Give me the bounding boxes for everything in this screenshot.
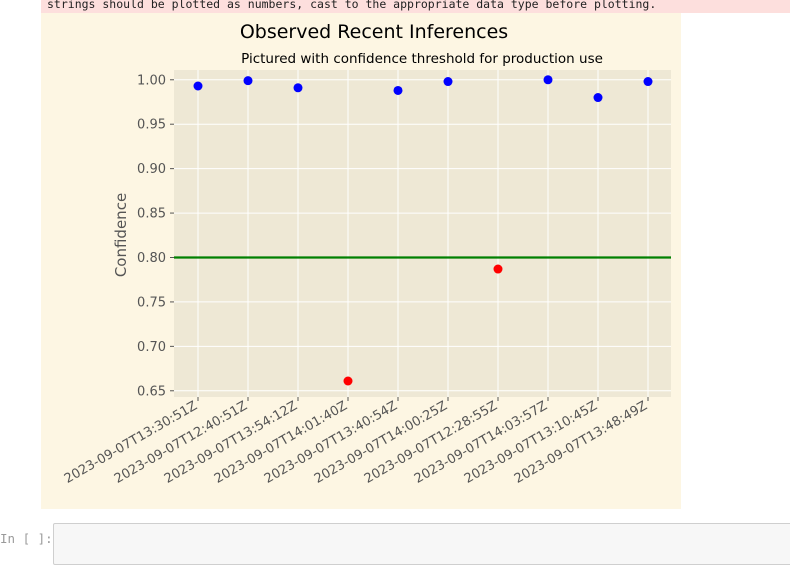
y-tick-label: 0.85 [137, 207, 166, 222]
grid-lines [174, 70, 671, 397]
y-tick-label: 0.80 [137, 251, 166, 266]
x-tick-labels: 2023-09-07T13:30:51Z2023-09-07T12:40:51Z… [62, 397, 650, 487]
data-point [343, 376, 353, 386]
y-tick-label: 0.95 [137, 118, 166, 133]
cell-output-area: 0.65 0.70 0.75 0.80 0.85 0.90 0.95 1.00 2023-09… [41, 13, 681, 509]
y-axis-label: Confidence [112, 193, 130, 277]
code-cell-input[interactable] [53, 523, 790, 565]
y-tick-label: 1.00 [137, 73, 166, 88]
y-tick-labels: 0.65 0.70 0.75 0.80 0.85 0.90 0.95 1.00 [137, 73, 174, 399]
chart-subtitle: Pictured with confidence threshold for p… [241, 51, 603, 67]
stderr-warning: strings should be plotted as numbers, ca… [41, 0, 790, 13]
data-point [543, 75, 553, 85]
data-point [493, 264, 503, 274]
cell-prompt: In [ ]: [0, 531, 53, 546]
data-point [593, 93, 603, 103]
chart-title: Observed Recent Inferences [240, 21, 508, 43]
data-point [643, 77, 653, 87]
data-point [393, 85, 403, 95]
y-tick-label: 0.90 [137, 162, 166, 177]
data-point [293, 83, 303, 93]
y-tick-label: 0.65 [137, 384, 166, 399]
plot-area [174, 70, 671, 397]
data-points [193, 75, 653, 386]
y-tick-label: 0.70 [137, 340, 166, 355]
warning-text: strings should be plotted as numbers, ca… [47, 0, 657, 11]
y-tick-label: 0.75 [137, 295, 166, 310]
data-point [193, 81, 203, 91]
data-point [243, 76, 253, 86]
data-point [443, 77, 453, 87]
confidence-chart: 0.65 0.70 0.75 0.80 0.85 0.90 0.95 1.00 2023-09… [62, 21, 671, 487]
